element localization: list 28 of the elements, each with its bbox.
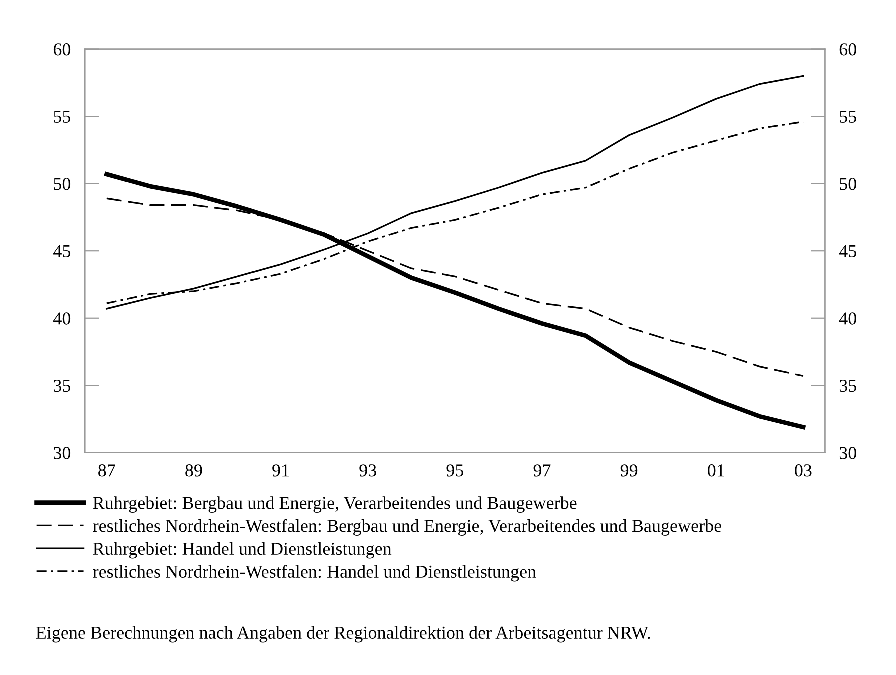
x-tick-label: 99 [620,464,638,477]
x-tick-label: 87 [98,464,116,477]
y2-tick-label: 50 [840,178,856,190]
x-tick-label: 01 [708,464,724,477]
legend-label: Ruhrgebiet: Bergbau und Energie, Verarbeitendes und Baugewerbe [93,496,577,514]
text: Eigene Berechnungen nach Angaben der Regionaldirektion der Arbeitsagentur NRW. [36,626,650,643]
y-tick-label: 45 [54,245,71,258]
y-tick-label: 55 [54,110,71,123]
x-tick-label: 03 [795,464,812,477]
y2-tick-label: 45 [839,245,856,258]
legend-label: restliches Nordrhein-Westfalen: Bergbau und Energie, Verarbeitendes und Baugewerbe [93,519,722,536]
x-tick-label: 97 [534,464,551,477]
legend-label: restliches Nordrhein-Westfalen: Handel und Dienstleistungen [93,565,536,582]
y-tick-label: 60 [54,44,71,56]
legend-label: Ruhrgebiet: Handel und Dienstleistungen [93,542,392,559]
y-tick-label: 30 [54,447,71,460]
y2-tick-label: 35 [840,380,856,392]
y2-tick-label: 40 [839,312,856,325]
x-tick-label: 95 [446,464,464,477]
y2-tick-label: 30 [840,447,856,460]
x-tick-label: 89 [186,464,202,477]
y-tick-label: 50 [54,178,71,190]
x-tick-label: 93 [360,464,376,477]
y-tick-label: 35 [54,380,71,392]
x-tick-label: 91 [272,464,289,477]
y2-tick-label: 60 [840,44,856,56]
y2-tick-label: 55 [840,110,856,123]
y-tick-label: 40 [54,312,71,325]
